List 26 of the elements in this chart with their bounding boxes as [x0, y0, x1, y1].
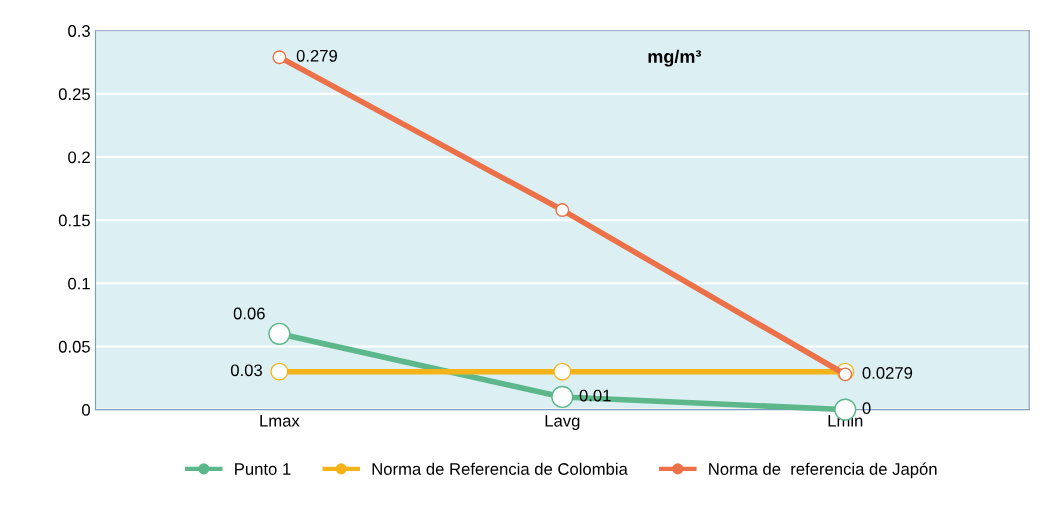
- point: [555, 203, 570, 218]
- y-tick-label: 0.3: [68, 25, 90, 37]
- y-tick-label: 0.2: [68, 151, 90, 164]
- x-tick-label: Lavg: [545, 415, 580, 430]
- data-label: 0.279: [296, 49, 337, 62]
- point: [838, 367, 853, 382]
- y-tick-label: 0.05: [58, 340, 90, 353]
- x-tick-label: Lmax: [260, 415, 300, 427]
- y-tick-label: 0.1: [68, 277, 90, 290]
- y-tick-label: 0.25: [58, 88, 90, 101]
- point: [270, 362, 289, 381]
- data-label: 0: [862, 402, 871, 415]
- data-label: 0.06: [233, 307, 265, 320]
- data-label: 0.0279: [862, 367, 913, 379]
- point: [551, 385, 574, 409]
- data-label: 0.01: [579, 389, 611, 402]
- legend-label: Norma de referencia de Japón: [709, 462, 937, 479]
- point: [268, 322, 291, 345]
- point: [272, 50, 287, 65]
- data-label: 0.03: [230, 364, 262, 377]
- y-tick-label: 0.15: [58, 214, 90, 227]
- y-tick-label: 0: [82, 404, 90, 416]
- annotation: mg/m³: [648, 49, 702, 67]
- legend-label: Punto 1: [235, 463, 291, 475]
- legend-label: Norma de Referencia de Colombia: [372, 462, 628, 475]
- point: [553, 362, 572, 381]
